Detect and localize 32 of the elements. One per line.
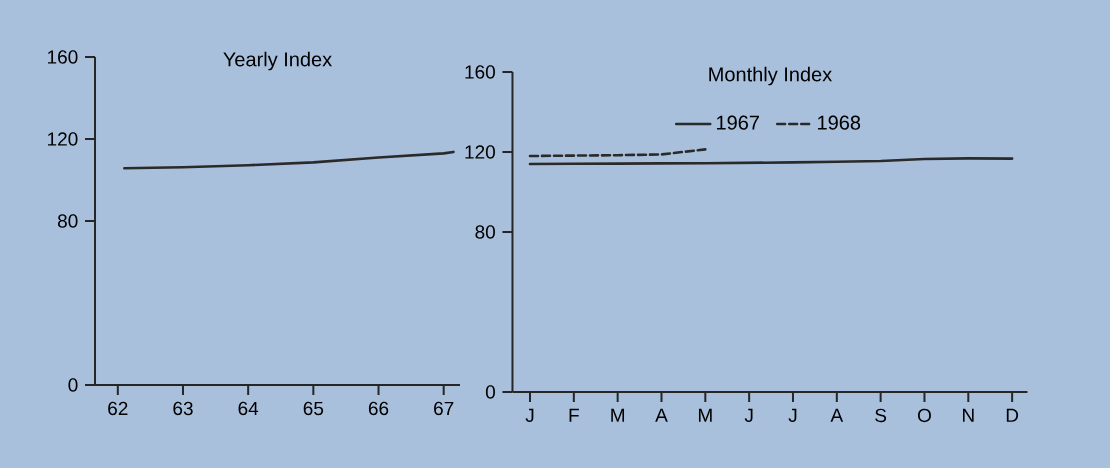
x-tick-label: J <box>788 408 797 422</box>
x-tick-label: F <box>569 408 579 422</box>
legend-label: 1968 <box>818 115 861 130</box>
y-tick-label: 0 <box>485 385 495 399</box>
x-tick-label: A <box>830 408 844 422</box>
x-tick-label: S <box>875 408 887 423</box>
y-tick-label: 0 <box>68 378 78 392</box>
x-tick-label: 65 <box>303 401 324 416</box>
x-tick-label: O <box>917 408 931 423</box>
line-series <box>528 148 707 158</box>
x-tick-label: 62 <box>108 401 128 416</box>
y-tick-label: 160 <box>48 50 78 64</box>
x-tick-label: N <box>963 408 974 422</box>
x-tick-label: 66 <box>368 401 389 416</box>
x-tick-label: 64 <box>238 401 259 416</box>
x-tick-label: M <box>611 408 625 422</box>
chart-title: Yearly Index <box>223 51 332 71</box>
chart-title: Monthly Index <box>709 66 832 86</box>
y-tick-label: 80 <box>57 214 78 228</box>
legend-label: 1967 <box>717 115 759 130</box>
x-tick-label: 63 <box>173 401 193 416</box>
y-tick-label: 120 <box>48 132 78 146</box>
x-tick-label: J <box>525 408 534 422</box>
x-tick-label: 67 <box>434 401 454 416</box>
x-tick-label: J <box>744 408 753 422</box>
x-tick-label: M <box>698 408 712 422</box>
y-tick-label: 80 <box>475 225 495 239</box>
y-tick-label: 120 <box>465 145 495 159</box>
x-tick-label: D <box>1006 408 1019 422</box>
line-series <box>123 150 455 170</box>
x-tick-label: A <box>655 408 668 422</box>
y-tick-label: 160 <box>465 65 495 79</box>
